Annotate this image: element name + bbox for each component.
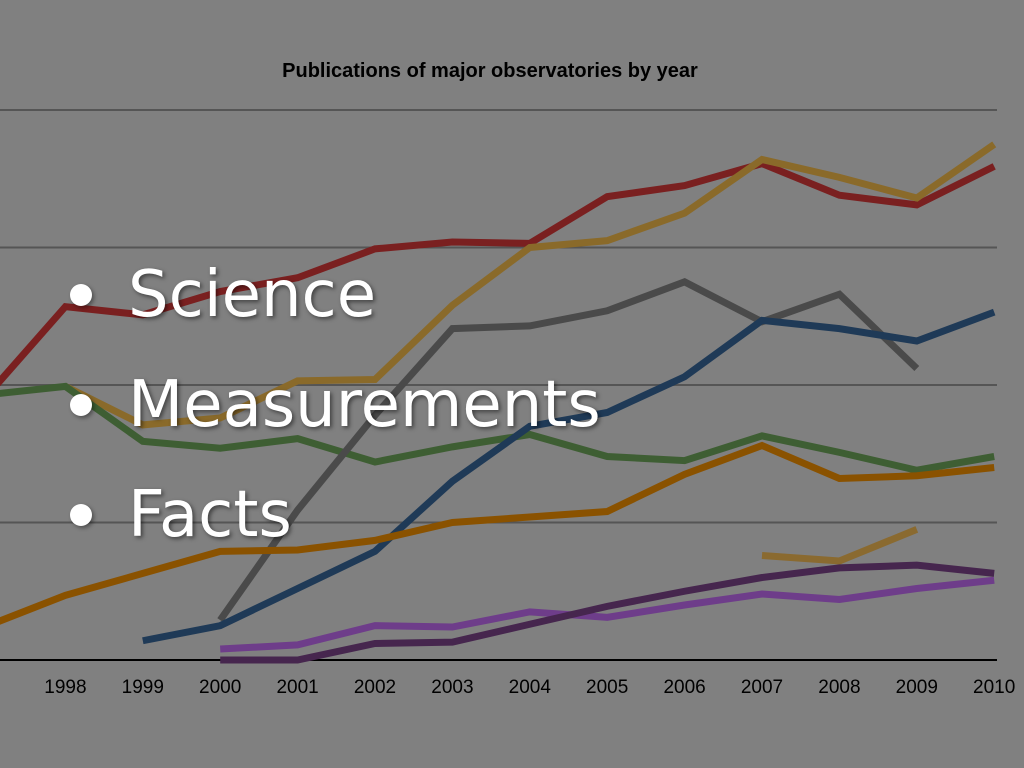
bullet-text: Science [128, 258, 377, 332]
bullet-icon [70, 504, 92, 526]
series-line-light-tan [761, 526, 919, 565]
series-line-dark-purple [220, 561, 995, 664]
x-tick-label: 2002 [354, 677, 396, 698]
series-line-tan [63, 141, 997, 429]
bullet-item: Facts [70, 460, 601, 570]
bullet-icon [70, 284, 92, 306]
bullet-item: Science [70, 240, 601, 350]
x-tick-label: 2008 [818, 677, 860, 698]
bullet-text: Measurements [128, 368, 601, 442]
x-tick-label: 2003 [431, 677, 473, 698]
x-tick-label: 2010 [973, 677, 1015, 698]
x-tick-label: 2009 [896, 677, 938, 698]
series-line-orange [0, 441, 995, 625]
series-line-blue [142, 308, 996, 645]
series-line-green [0, 382, 995, 474]
series-line-purple [220, 576, 995, 653]
bullet-item: Measurements [70, 350, 601, 460]
x-tick-label: 2005 [586, 677, 628, 698]
x-tick-label: 1998 [44, 677, 86, 698]
x-tick-label: 2001 [276, 677, 318, 698]
bullet-text: Facts [128, 478, 292, 552]
x-tick-label: 2000 [199, 677, 241, 698]
x-tick-label: 2007 [741, 677, 783, 698]
series-line-red [0, 159, 996, 387]
x-tick-label: 2004 [509, 677, 552, 698]
x-tick-label: 1999 [122, 677, 164, 698]
x-tick-label: 2006 [663, 677, 705, 698]
chart-title: Publications of major observatories by y… [282, 60, 698, 82]
bullet-list: Science Measurements Facts [70, 240, 601, 570]
series-line-gray [217, 278, 920, 623]
bullet-icon [70, 394, 92, 416]
